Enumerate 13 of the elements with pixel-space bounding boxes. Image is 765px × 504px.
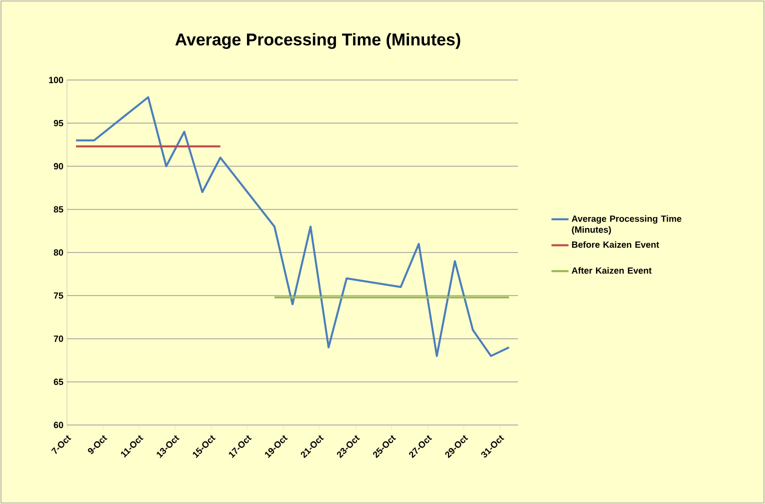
y-tick-label: 95: [54, 120, 64, 126]
y-tick-label: 70: [54, 336, 64, 342]
chart-title: Average Processing Time (Minutes): [175, 33, 460, 49]
y-tick-label: 65: [54, 378, 64, 386]
y-tick-label: 60: [54, 422, 64, 428]
legend-label: After Kaizen Event: [572, 267, 652, 274]
y-tick-label: 85: [54, 206, 64, 213]
y-tick-label: 100: [49, 76, 64, 84]
y-tick-label: 90: [54, 163, 64, 170]
y-tick-label: 75: [54, 292, 64, 299]
legend-label: Before Kaizen Event: [572, 241, 660, 248]
legend-label: Average Processing Time (Minutes): [572, 215, 682, 235]
y-tick-label: 80: [54, 249, 64, 256]
